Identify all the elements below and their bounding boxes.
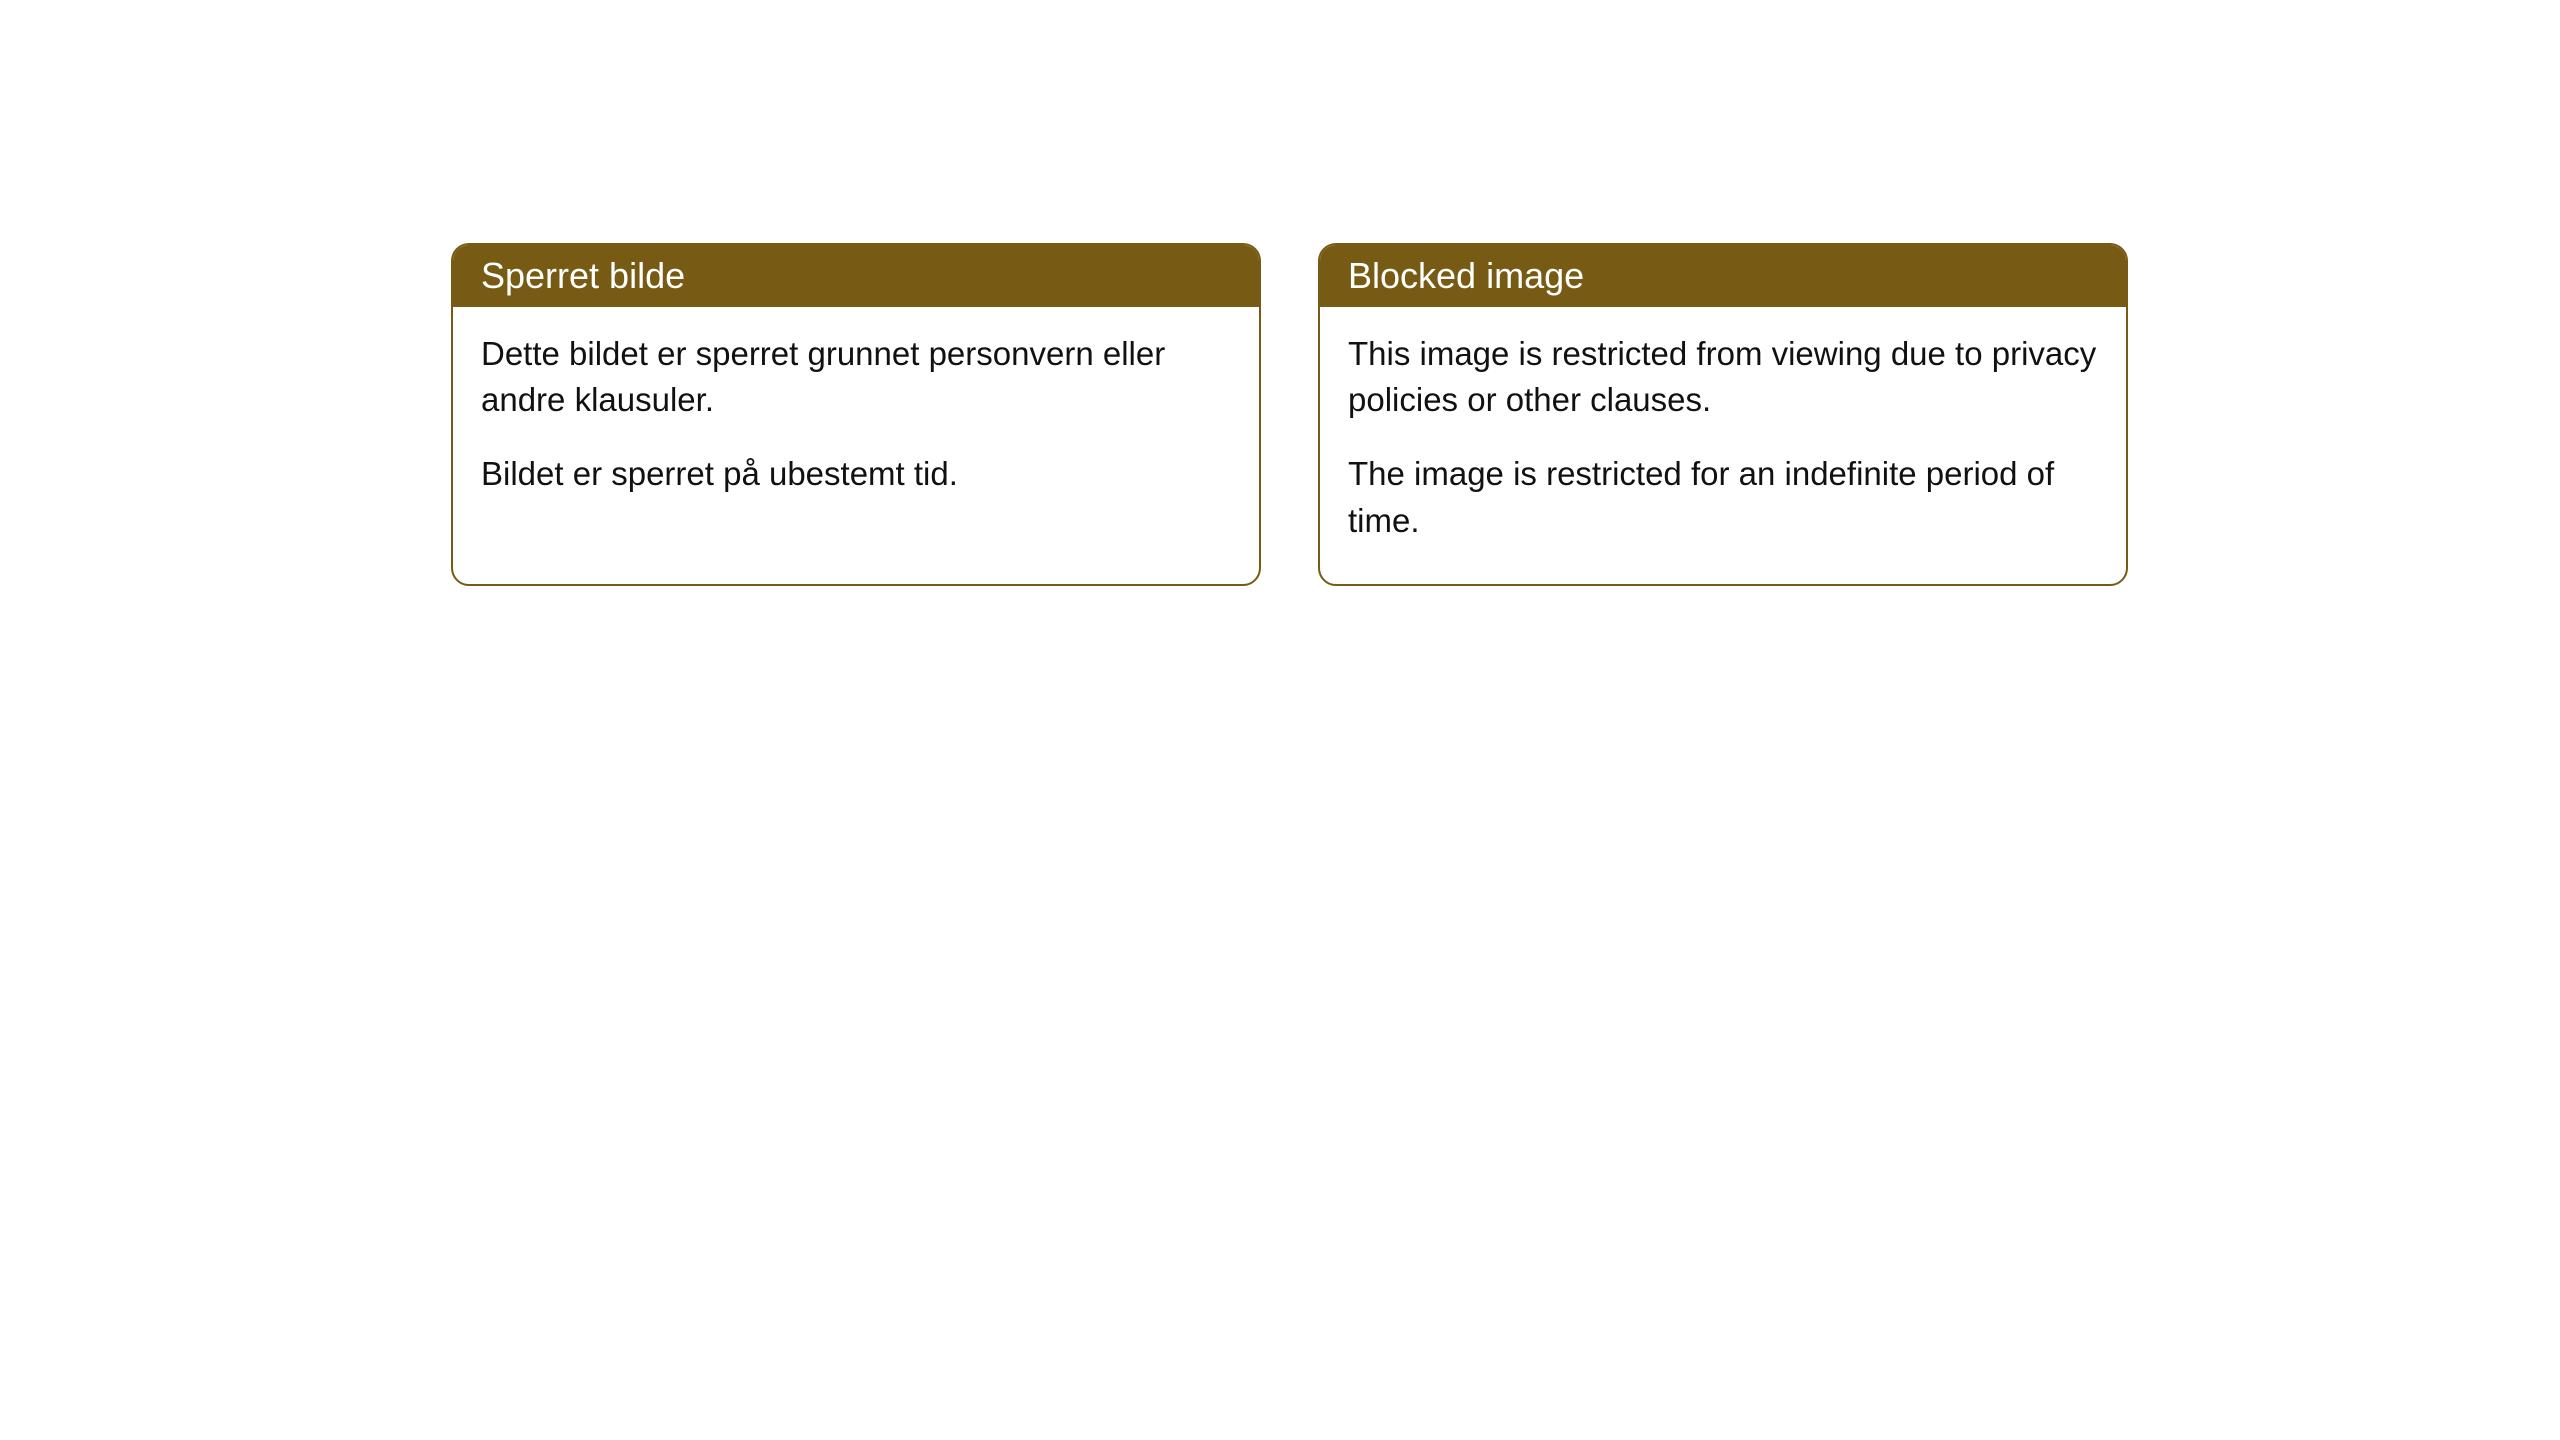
card-header-english: Blocked image <box>1320 245 2126 307</box>
card-paragraph-2-norwegian: Bildet er sperret på ubestemt tid. <box>481 451 1231 497</box>
card-body-english: This image is restricted from viewing du… <box>1320 307 2126 584</box>
card-header-norwegian: Sperret bilde <box>453 245 1259 307</box>
card-paragraph-2-english: The image is restricted for an indefinit… <box>1348 451 2098 543</box>
notice-cards-container: Sperret bilde Dette bildet er sperret gr… <box>451 243 2560 586</box>
blocked-image-card-norwegian: Sperret bilde Dette bildet er sperret gr… <box>451 243 1261 586</box>
card-title-norwegian: Sperret bilde <box>481 255 685 296</box>
card-paragraph-1-english: This image is restricted from viewing du… <box>1348 331 2098 423</box>
blocked-image-card-english: Blocked image This image is restricted f… <box>1318 243 2128 586</box>
card-body-norwegian: Dette bildet er sperret grunnet personve… <box>453 307 1259 538</box>
card-paragraph-1-norwegian: Dette bildet er sperret grunnet personve… <box>481 331 1231 423</box>
card-title-english: Blocked image <box>1348 255 1584 296</box>
